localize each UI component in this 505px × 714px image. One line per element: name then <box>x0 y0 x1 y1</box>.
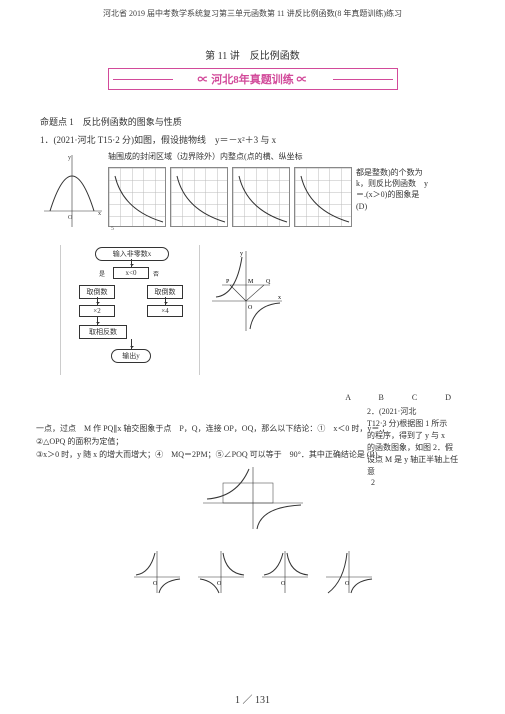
svg-text:Q: Q <box>266 279 271 285</box>
arrow-icon <box>131 259 132 267</box>
flow-b4: ×4 <box>147 305 183 317</box>
flow-start: 输入非零数x <box>95 247 169 261</box>
flow-b3: ×2 <box>79 305 115 317</box>
q2-l3: 的程序，得到了 y 与 x <box>367 430 467 442</box>
flowchart-row: 输入非零数x x<0 是 否 取倒数 取倒数 ×2 ×4 取相反数 输出y P Q… <box>60 245 505 375</box>
arrow-icon <box>97 297 98 305</box>
svg-text:O: O <box>68 215 73 221</box>
lesson-subtitle: 第 11 讲 反比例函数 <box>0 47 505 62</box>
option-graph-b <box>170 167 228 227</box>
svg-text:y: y <box>240 251 243 257</box>
svg-text:x: x <box>98 211 101 217</box>
options-abcd: A B C D <box>345 392 461 403</box>
flow-yes: 是 <box>99 269 105 278</box>
note-l1: 都是整数)的个数为 <box>356 167 430 178</box>
svg-text:M: M <box>248 279 254 285</box>
topic-1-section: 命题点 1 反比例函数的图象与性质 1．(2021·河北 T15·2 分)如图，… <box>0 116 505 227</box>
small-graph-d: O <box>322 547 376 597</box>
small-graph-a: O <box>130 547 184 597</box>
four-option-graphs: O O O O <box>0 547 505 597</box>
note-l2: k，则反比例函数 y <box>356 178 430 189</box>
doc-header: 河北省 2019 届中考数学系统复习第三单元函数第 11 讲反比例函数(8 年真… <box>0 0 505 19</box>
banner: ∝ 河北8年真题训练 ∝ <box>108 68 398 90</box>
flow-out: 输出y <box>111 349 151 363</box>
q2-l5: 设点 M 是 y 轴正半轴上任 <box>367 454 467 466</box>
q2-l1: 2．(2021·河北 <box>367 406 467 418</box>
arrow-icon <box>131 339 132 349</box>
option-graph-c <box>232 167 290 227</box>
banner-text: ∝ 河北8年真题训练 ∝ <box>192 71 314 87</box>
flowchart: 输入非零数x x<0 是 否 取倒数 取倒数 ×2 ×4 取相反数 输出y <box>60 245 200 375</box>
svg-text:O: O <box>217 581 222 587</box>
flow-no: 否 <box>153 269 159 278</box>
svg-text:O: O <box>248 305 253 311</box>
q1-line2: 轴围成的封闭区域（边界除外）内整点(点的横、纵坐标 <box>108 151 303 163</box>
arrow-icon <box>97 317 98 325</box>
svg-text:y: y <box>68 155 71 161</box>
q2-l4: 的函数图象，如图 2．假 <box>367 442 467 454</box>
q2-l6: 意 <box>367 466 467 478</box>
svg-text:O: O <box>281 581 286 587</box>
small-graph-c: O <box>258 547 312 597</box>
flow-cond: x<0 <box>113 267 149 279</box>
note-l3: ＝.(x＞0)的图象是(D) <box>356 189 430 211</box>
svg-text:P: P <box>226 279 230 285</box>
q2-l2: T12·3 分)根据图 1 所示 <box>367 418 467 430</box>
small-graph-b: O <box>194 547 248 597</box>
svg-text:x: x <box>278 295 281 301</box>
mid-inline-graph <box>193 463 313 533</box>
parabola-graph: x y O <box>40 151 104 229</box>
q1-right-note: 都是整数)的个数为 k，则反比例函数 y ＝.(x＞0)的图象是(D) <box>356 167 430 212</box>
svg-text:O: O <box>153 581 158 587</box>
fig2-label: 2 <box>371 478 375 487</box>
axis-num: 5 <box>111 225 114 234</box>
svg-text:O: O <box>345 581 350 587</box>
q2-text: 2．(2021·河北 T12·3 分)根据图 1 所示 的程序，得到了 y 与 … <box>367 406 467 478</box>
function-graph-2: P Q M O x y <box>206 245 286 335</box>
option-graph-d <box>294 167 352 227</box>
option-graph-a: 5 <box>108 167 166 227</box>
page-number: 1 ／ 131 <box>0 691 505 706</box>
flow-b5: 取相反数 <box>79 325 127 339</box>
topic-1-title: 命题点 1 反比例函数的图象与性质 <box>40 116 465 130</box>
q1-line1: 1．(2021·河北 T15·2 分)如图，假设抛物线 y＝－x²＋3 与 x <box>40 134 465 148</box>
arrow-icon <box>165 297 166 305</box>
